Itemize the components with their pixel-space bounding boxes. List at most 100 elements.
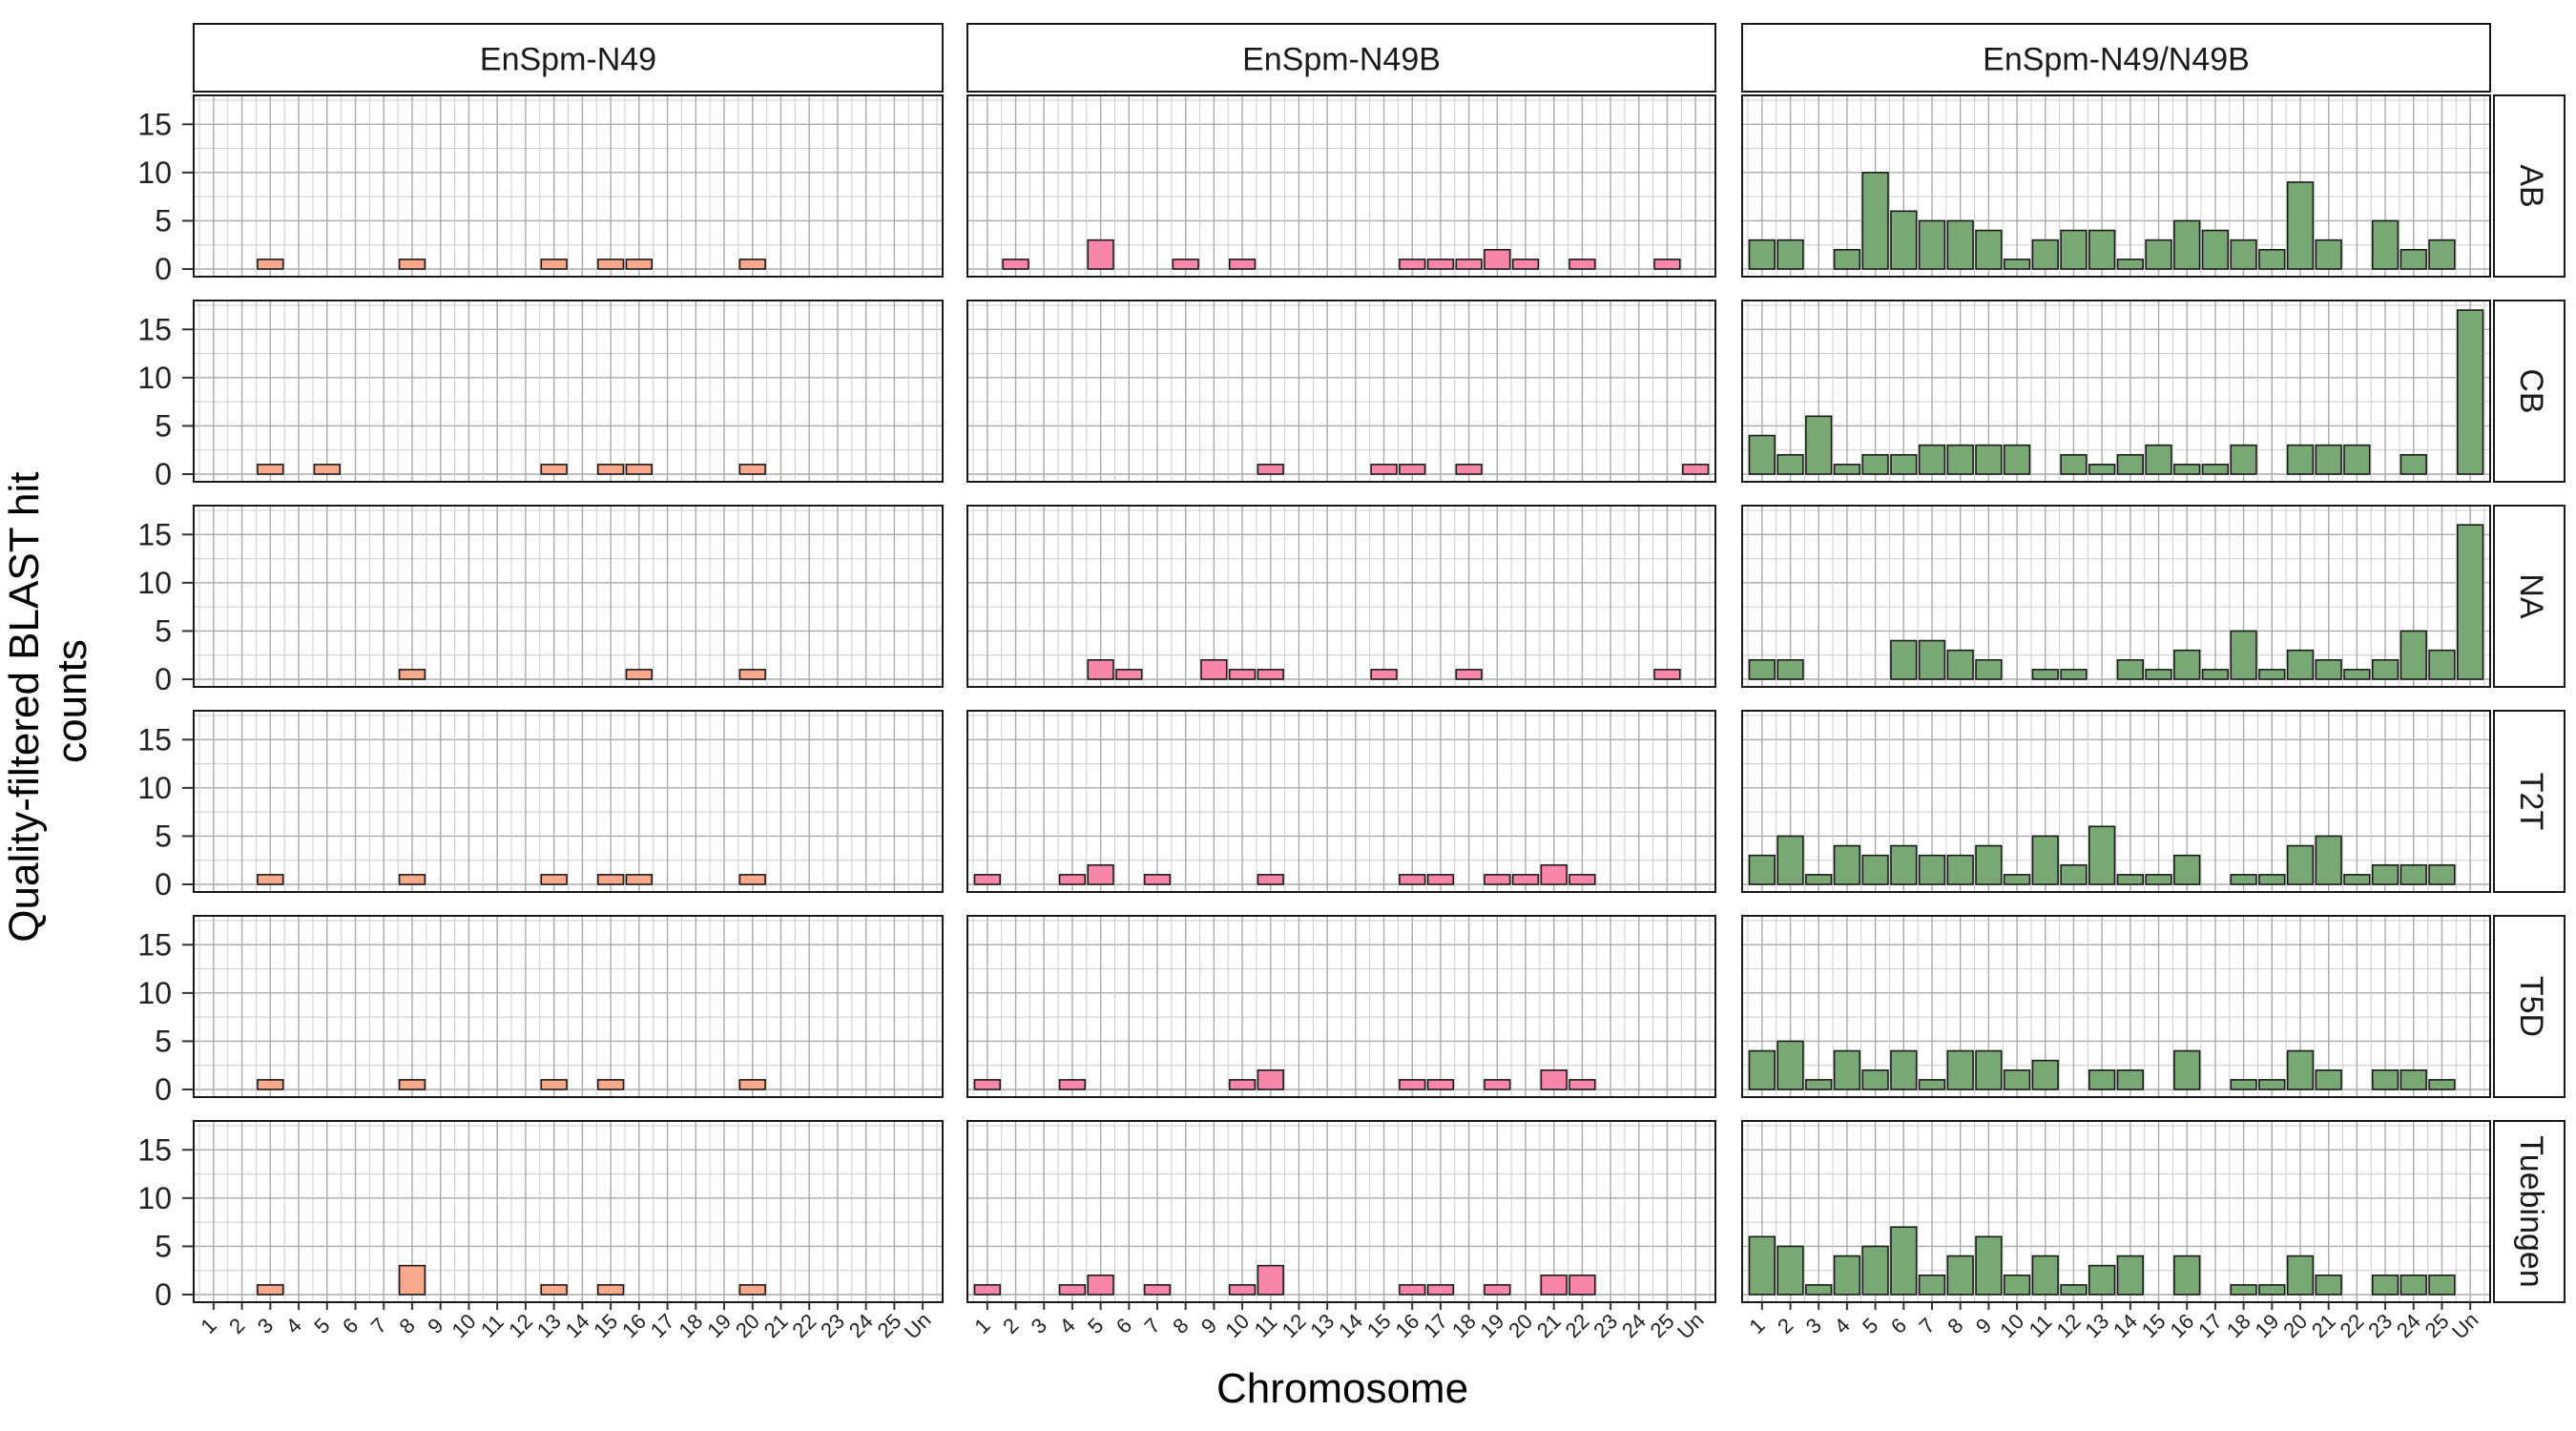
bar-T5D-25 bbox=[2428, 1079, 2456, 1090]
bar-AB-24 bbox=[2399, 248, 2427, 270]
panel-border bbox=[966, 505, 1716, 688]
y-axis-title-line-1: Quality-filtered BLAST hit bbox=[1, 472, 48, 943]
row-strip-2 bbox=[2493, 505, 2566, 688]
bar-T5D-21 bbox=[1540, 1068, 1568, 1090]
bar-T2T-24 bbox=[2399, 863, 2427, 885]
bar-AB-8 bbox=[1172, 259, 1199, 270]
panel-NA-0 bbox=[193, 505, 944, 688]
bar-T2T-21 bbox=[1540, 863, 1568, 885]
bar-CB-Un bbox=[1681, 464, 1710, 475]
bar-AB-13 bbox=[540, 259, 568, 270]
bar-AB-17 bbox=[2201, 229, 2230, 270]
bar-CB-6 bbox=[1890, 453, 1918, 475]
bar-NA-18 bbox=[2230, 630, 2257, 680]
y-tick-label: 15 bbox=[137, 107, 172, 141]
bar-Tuebingen-22 bbox=[1568, 1274, 1596, 1296]
bar-Tuebingen-16 bbox=[2173, 1255, 2201, 1296]
bar-NA-10 bbox=[1228, 669, 1257, 680]
bar-Tuebingen-4 bbox=[1833, 1255, 1861, 1296]
bar-T2T-23 bbox=[2371, 863, 2399, 885]
bar-AB-10 bbox=[2003, 259, 2031, 270]
bar-T5D-4 bbox=[1058, 1079, 1087, 1090]
row-strip-4 bbox=[2493, 915, 2566, 1098]
bar-AB-15 bbox=[2145, 238, 2172, 270]
bar-T2T-8 bbox=[398, 874, 426, 885]
bar-T2T-20 bbox=[2286, 844, 2315, 885]
panel-T2T-1 bbox=[966, 710, 1716, 893]
bar-AB-17 bbox=[1426, 259, 1455, 270]
bar-CB-11 bbox=[1257, 464, 1284, 475]
bar-CB-17 bbox=[2201, 464, 2230, 475]
panel-AB-0 bbox=[193, 94, 944, 278]
bar-T5D-10 bbox=[2003, 1068, 2031, 1090]
bar-CB-15 bbox=[1370, 464, 1398, 475]
row-strip-label: CB bbox=[2513, 368, 2549, 413]
bar-T5D-24 bbox=[2399, 1068, 2427, 1090]
bar-T2T-5 bbox=[1861, 854, 1889, 885]
bar-NA-7 bbox=[1918, 639, 1946, 680]
row-strip-label: AB bbox=[2513, 164, 2549, 207]
bar-T5D-8 bbox=[1946, 1049, 1974, 1090]
panel-T2T-0 bbox=[193, 710, 944, 893]
bar-AB-11 bbox=[2031, 238, 2059, 270]
bar-CB-15 bbox=[596, 464, 625, 475]
x-tick-label: 3 bbox=[253, 1314, 278, 1338]
x-tick-label: 1 bbox=[1744, 1314, 1769, 1338]
bar-T5D-1 bbox=[973, 1079, 1002, 1090]
bar-CB-15 bbox=[2145, 444, 2172, 475]
bar-T5D-17 bbox=[1426, 1079, 1455, 1090]
bar-Tuebingen-3 bbox=[1805, 1284, 1833, 1296]
bar-AB-4 bbox=[1833, 248, 1861, 270]
bar-CB-13 bbox=[540, 464, 568, 475]
panel-NA-2 bbox=[1741, 505, 2491, 688]
y-tick-label: 0 bbox=[155, 867, 172, 902]
row-strip-label: T2T bbox=[2513, 773, 2549, 830]
bar-T5D-23 bbox=[2371, 1068, 2399, 1090]
bar-Tuebingen-13 bbox=[540, 1284, 568, 1296]
bar-NA-17 bbox=[2201, 669, 2230, 680]
y-tick-label: 10 bbox=[137, 1181, 172, 1215]
bar-CB-4 bbox=[1833, 464, 1861, 475]
bar-NA-20 bbox=[738, 669, 766, 680]
bar-T2T-19 bbox=[2258, 874, 2286, 885]
panel-border bbox=[966, 915, 1716, 1098]
y-tick-label: 0 bbox=[155, 457, 172, 491]
panel-CB-2 bbox=[1741, 300, 2491, 483]
bar-T2T-3 bbox=[1805, 874, 1833, 885]
bar-T5D-16 bbox=[1399, 1079, 1426, 1090]
bar-T2T-16 bbox=[625, 874, 654, 885]
bar-NA-15 bbox=[2145, 669, 2172, 680]
panel-border bbox=[193, 94, 944, 278]
bar-Tuebingen-17 bbox=[1426, 1284, 1455, 1296]
bar-Tuebingen-14 bbox=[2116, 1255, 2145, 1296]
x-tick-label: 4 bbox=[281, 1314, 306, 1338]
y-tick-label: 15 bbox=[137, 312, 172, 346]
panel-Tuebingen-0 bbox=[193, 1120, 944, 1303]
bar-T2T-18 bbox=[2230, 874, 2257, 885]
bar-Tuebingen-10 bbox=[2003, 1274, 2031, 1296]
bar-Tuebingen-18 bbox=[2230, 1284, 2257, 1296]
bar-CB-8 bbox=[1946, 444, 1974, 475]
row-strip-5 bbox=[2493, 1120, 2566, 1303]
panel-Tuebingen-2 bbox=[1741, 1120, 2491, 1303]
bar-T2T-5 bbox=[1087, 863, 1114, 885]
panel-border bbox=[193, 915, 944, 1098]
bar-Tuebingen-16 bbox=[1399, 1284, 1426, 1296]
x-tick-label: 4 bbox=[1829, 1314, 1854, 1338]
bar-CB-22 bbox=[2343, 444, 2371, 475]
bar-T2T-19 bbox=[1484, 874, 1511, 885]
bar-T5D-9 bbox=[1975, 1049, 2003, 1090]
bar-T2T-20 bbox=[1511, 874, 1540, 885]
bar-T2T-16 bbox=[1399, 874, 1426, 885]
x-tick-label: 9 bbox=[1971, 1314, 1996, 1338]
bar-NA-6 bbox=[1115, 669, 1143, 680]
row-strip-label: Tuebingen bbox=[2513, 1135, 2549, 1287]
y-tick-label: 15 bbox=[137, 1132, 172, 1167]
bar-T2T-11 bbox=[2031, 835, 2059, 885]
bar-T2T-17 bbox=[1426, 874, 1455, 885]
x-tick-label: 9 bbox=[1196, 1314, 1221, 1338]
panel-border bbox=[1741, 1120, 2491, 1303]
x-tick-label: 4 bbox=[1054, 1314, 1079, 1338]
bar-T2T-21 bbox=[2315, 835, 2342, 885]
y-axis-title: Quality-filtered BLAST hit counts bbox=[1, 460, 95, 942]
